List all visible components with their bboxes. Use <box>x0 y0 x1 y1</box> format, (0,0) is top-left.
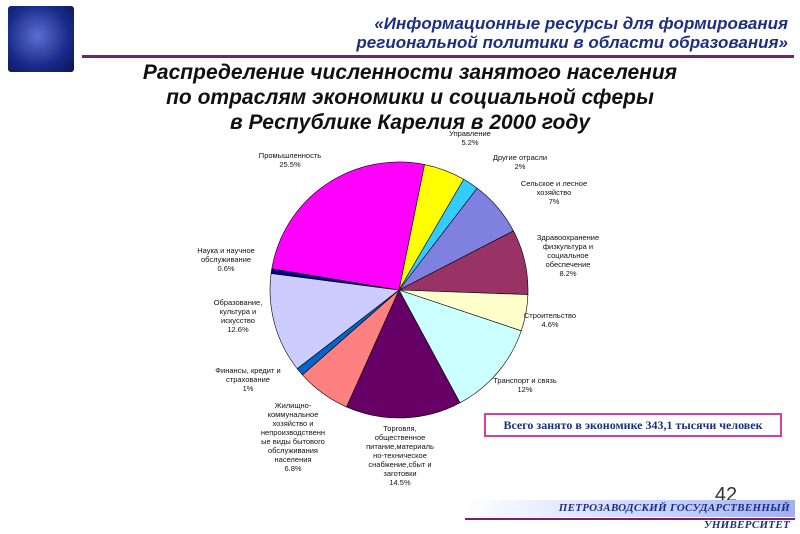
chart-title-line1: Распределение численности занятого насел… <box>142 61 678 84</box>
slice-category-label: Наука и научное <box>197 246 255 255</box>
footer-university: ПЕТРОЗАВОДСКИЙ ГОСУДАРСТВЕННЫЙ УНИВЕРСИТ… <box>558 502 790 531</box>
pie-slice <box>398 289 522 404</box>
chart-title-line3: в Республике Карелия в 2000 году <box>229 111 591 134</box>
slice-category-label: обслуживания <box>268 446 318 455</box>
pie-slice <box>269 273 400 370</box>
slice-label: Образование, культура и искусство 12.6% <box>214 298 263 334</box>
slice-value-label: 7% <box>549 197 560 206</box>
slice-value-label: 0.6% <box>217 264 234 273</box>
slice-category-label: Сельское и лесное <box>521 179 587 188</box>
slice-category-label: Торговля, <box>383 424 416 433</box>
slice-value-label: 4.6% <box>541 320 558 329</box>
slice-category-label: обслуживание <box>201 255 251 264</box>
slice-category-label: Финансы, кредит и <box>215 366 280 375</box>
slice-category-label: искусство <box>221 316 255 325</box>
header-title-line2: региональной политики в области образова… <box>356 33 788 52</box>
slice-category-label: обеспечение <box>546 260 591 269</box>
slice-category-label: общественное <box>375 433 426 442</box>
slice-value-label: 12% <box>517 385 532 394</box>
chart-title-line2: по отраслям экономики и социальной сферы <box>166 86 654 109</box>
slice-value-label: 25.5% <box>279 160 301 169</box>
total-employed-note: Всего занято в экономике 343,1 тысячи че… <box>484 413 782 437</box>
slice-value-label: 5.2% <box>461 138 478 147</box>
pie-slice <box>346 289 461 419</box>
slice-category-label: заготовки <box>383 469 416 478</box>
slice-category-label: Жилищно- <box>275 401 312 410</box>
slice-label: Сельское и лесное хозяйство 7% <box>521 179 587 206</box>
slice-value-label: 1% <box>243 384 254 393</box>
slice-category-label: Здравоохранение <box>537 233 599 242</box>
slice-category-label: хозяйство <box>537 188 572 197</box>
header-divider <box>82 55 794 58</box>
slice-category-label: Строительство <box>524 311 576 320</box>
slice-label: Наука и научное обслуживание 0.6% <box>197 246 255 273</box>
slice-value-label: 8.2% <box>559 269 576 278</box>
slice-category-label: культура и <box>220 307 256 316</box>
pie-slice <box>271 161 425 291</box>
slice-category-label: населения <box>275 455 312 464</box>
slice-label: Транспорт и связь 12% <box>493 376 557 394</box>
slice-category-label: социальное <box>547 251 588 260</box>
slice-value-label: 6.8% <box>284 464 301 473</box>
university-logo <box>8 6 74 72</box>
slice-category-label: ые виды бытового <box>261 437 325 446</box>
slice-category-label: но-техническое <box>373 451 427 460</box>
slice-label: Строительство 4.6% <box>524 311 576 329</box>
slice-value-label: 14.5% <box>389 478 411 487</box>
slice-category-label: питание,материаль <box>366 442 434 451</box>
slice-category-label: страхование <box>226 375 270 384</box>
slice-label: Жилищно-коммунальное хозяйство и непроизво… <box>261 401 325 473</box>
slice-category-label: Транспорт и связь <box>493 376 557 385</box>
slice-label: Промышленность 25.5% <box>259 151 321 169</box>
slice-category-label: непроизводственн <box>261 428 325 437</box>
slice-label: Торговля, общественное питание,материаль но… <box>366 424 434 487</box>
slice-label: Финансы, кредит и страхование 1% <box>215 366 280 393</box>
slice-label: Управление 5.2% <box>449 129 491 147</box>
slice-label: Здравоохранение физкультура и социальное об… <box>537 233 599 278</box>
slice-category-label: Образование, <box>214 298 263 307</box>
slice-category-label: снабжение,сбыт и <box>368 460 431 469</box>
header-title-line1: «Информационные ресурсы для формирования <box>374 14 788 33</box>
chart-title: Распределение численности занятого насел… <box>60 60 760 135</box>
slice-category-label: Другие отрасли <box>493 153 547 162</box>
slice-value-label: 12.6% <box>227 325 249 334</box>
footer-divider <box>465 518 795 520</box>
slice-category-label: Промышленность <box>259 151 321 160</box>
slice-category-label: Управление <box>449 129 491 138</box>
header-title: «Информационные ресурсы для формирования… <box>300 14 788 52</box>
slice-category-label: коммунальное <box>268 410 319 419</box>
slice-category-label: физкультура и <box>543 242 593 251</box>
slice-value-label: 2% <box>515 162 526 171</box>
slice-category-label: хозяйство и <box>273 419 314 428</box>
slice-label: Другие отрасли 2% <box>493 153 547 171</box>
footer-bar <box>465 500 795 517</box>
